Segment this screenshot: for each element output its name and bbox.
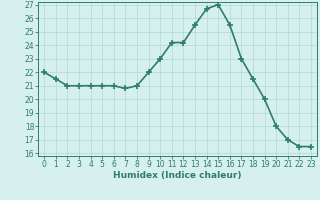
X-axis label: Humidex (Indice chaleur): Humidex (Indice chaleur) — [113, 171, 242, 180]
